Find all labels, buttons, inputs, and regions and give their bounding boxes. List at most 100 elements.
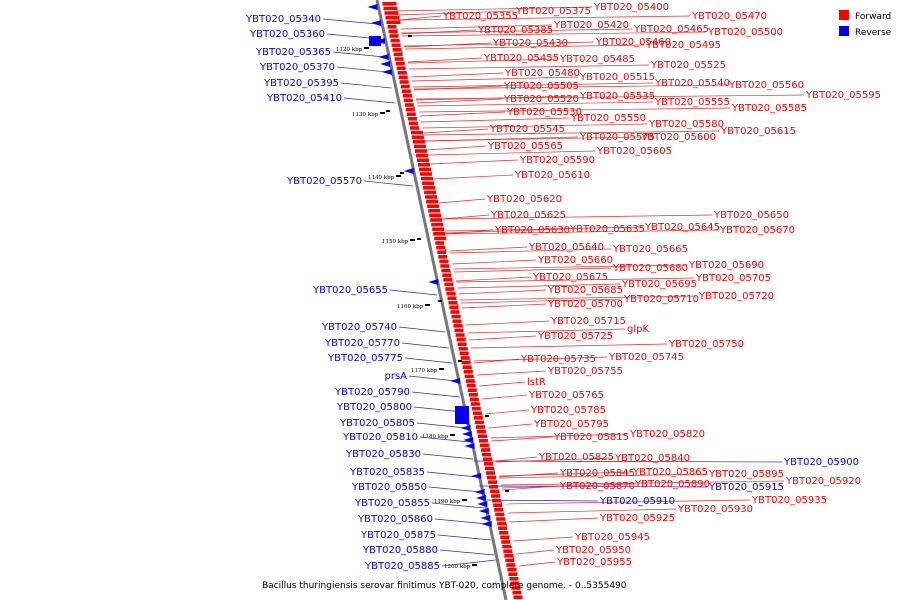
label-leader-line xyxy=(425,136,640,142)
label-leader-line xyxy=(413,406,464,413)
label-leader-line xyxy=(397,10,515,16)
label-leader-line xyxy=(465,320,550,326)
reverse-gene-arrow xyxy=(475,495,486,501)
forward-gene-block xyxy=(443,278,453,282)
label-leader-line xyxy=(445,228,569,234)
forward-gene-label: YBT020_05400 xyxy=(593,2,669,13)
label-leader-line xyxy=(485,409,530,415)
forward-gene-block xyxy=(431,222,444,227)
forward-gene-block xyxy=(477,434,487,438)
forward-gene-label: YBT020_05840 xyxy=(614,453,690,464)
label-leader-line xyxy=(396,6,593,12)
forward-gene-block xyxy=(474,420,484,425)
reverse-gene-arrow xyxy=(450,378,461,384)
forward-gene-block xyxy=(511,586,521,590)
forward-gene-block xyxy=(423,186,436,190)
label-leader-line xyxy=(460,298,623,304)
reverse-gene-label: YBT020_05395 xyxy=(263,78,339,89)
forward-gene-label: YBT020_05605 xyxy=(596,146,672,157)
forward-gene-label: YBT020_05585 xyxy=(731,103,807,114)
forward-gene-block xyxy=(407,117,417,121)
forward-gene-label: YBT020_05950 xyxy=(555,545,631,556)
forward-gene-label: YBT020_05430 xyxy=(492,38,568,49)
forward-gene-block xyxy=(481,452,491,457)
forward-gene-label: YBT020_05825 xyxy=(538,452,614,463)
label-leader-line xyxy=(418,107,731,113)
forward-gene-block xyxy=(447,296,457,300)
label-leader-line xyxy=(413,85,503,91)
forward-gene-label: YBT020_05870 xyxy=(559,481,635,492)
forward-gene-label: YBT020_05460 xyxy=(595,37,671,48)
label-leader-line xyxy=(419,111,506,117)
forward-gene-block xyxy=(509,577,519,581)
legend-label-forward: Forward xyxy=(855,12,891,22)
forward-gene-label: YBT020_05600 xyxy=(640,132,716,143)
label-leader-line xyxy=(404,357,453,364)
scale-tick-label: 1120 kbp xyxy=(336,47,363,53)
forward-gene-block xyxy=(496,517,506,521)
forward-gene-label: YBT020_05725 xyxy=(537,331,613,342)
forward-gene-block xyxy=(501,540,511,544)
forward-gene-block xyxy=(390,38,400,43)
forward-gene-block xyxy=(506,563,516,567)
forward-gene-label: YBT020_05700 xyxy=(547,299,623,310)
label-leader-line xyxy=(507,508,677,514)
label-leader-line xyxy=(336,66,388,73)
label-leader-line xyxy=(452,259,537,265)
forward-gene-block xyxy=(500,535,510,540)
forward-gene-block xyxy=(388,29,398,34)
forward-gene-block xyxy=(472,411,482,415)
forward-gene-block xyxy=(403,98,413,103)
forward-gene-label: glpK xyxy=(627,324,649,335)
forward-gene-label: YBT020_05595 xyxy=(805,90,881,101)
forward-gene-block xyxy=(412,140,425,144)
label-leader-line xyxy=(401,28,633,34)
forward-gene-block xyxy=(385,15,400,20)
reverse-gene-label: YBT020_05915 xyxy=(708,482,784,493)
label-leader-line xyxy=(404,44,645,50)
label-leader-line xyxy=(495,456,538,462)
reverse-gene-arrow xyxy=(403,168,414,174)
reverse-gene-label: YBT020_05860 xyxy=(357,514,433,525)
forward-gene-block xyxy=(488,480,498,484)
scale-tick xyxy=(450,434,455,436)
scale-tick xyxy=(396,175,401,177)
label-leader-line xyxy=(422,453,474,460)
forward-gene-block xyxy=(442,273,452,277)
reverse-gene-arrow xyxy=(380,61,391,67)
forward-gene-block xyxy=(513,595,523,599)
forward-gene-block xyxy=(420,172,433,176)
forward-gene-block xyxy=(429,213,442,218)
forward-gene-block xyxy=(441,268,451,273)
forward-gene-label: YBT020_05955 xyxy=(556,557,632,568)
forward-gene-block xyxy=(482,457,492,461)
forward-gene-label: YBT020_05690 xyxy=(688,260,764,271)
label-leader-line xyxy=(401,29,477,35)
label-leader-line xyxy=(491,436,553,442)
label-leader-line xyxy=(460,295,698,301)
label-leader-line xyxy=(389,289,438,296)
label-leader-line xyxy=(423,128,489,134)
forward-gene-block xyxy=(456,337,466,342)
label-leader-line xyxy=(398,326,446,333)
reverse-gene-label: YBT020_05365 xyxy=(255,47,331,58)
legend-swatch-reverse xyxy=(839,26,849,36)
forward-gene-block xyxy=(425,195,438,199)
label-leader-line xyxy=(438,198,486,204)
forward-gene-block xyxy=(398,75,408,80)
forward-gene-label: YBT020_05385 xyxy=(477,25,553,36)
forward-gene-block xyxy=(402,94,412,98)
forward-gene-block xyxy=(444,282,454,287)
feature-marker xyxy=(438,300,442,302)
forward-gene-block xyxy=(446,291,456,296)
forward-gene-label: YBT020_05505 xyxy=(503,81,579,92)
forward-gene-label: YBT020_05630 xyxy=(494,225,570,236)
forward-gene-block xyxy=(498,526,508,530)
reverse-gene-label: YBT020_05850 xyxy=(351,482,427,493)
label-leader-line xyxy=(431,502,485,509)
forward-gene-block xyxy=(445,287,455,291)
reverse-gene-label: YBT020_05800 xyxy=(336,402,412,413)
reverse-gene-label: YBT020_05410 xyxy=(266,93,342,104)
label-leader-line xyxy=(482,499,599,502)
